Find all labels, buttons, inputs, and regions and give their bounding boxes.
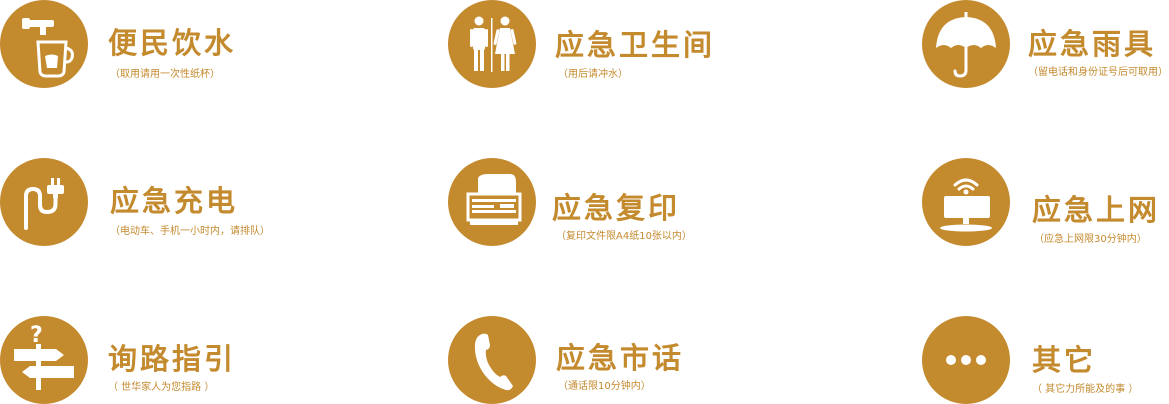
service-title: 应急上网: [1032, 193, 1161, 227]
telephone-icon: [448, 316, 536, 404]
signpost-question-icon: ?: [0, 316, 88, 404]
service-note: （留电话和身份证号后可取用）: [1028, 67, 1168, 78]
more-dots-icon: [922, 316, 1010, 404]
charging-plug-icon: [0, 158, 88, 246]
service-note: （取用请用一次性纸杯）: [110, 69, 220, 80]
faucet-cup-icon: [0, 0, 88, 88]
service-note: （复印文件限A4纸10张以内）: [556, 231, 692, 242]
umbrella-icon: [922, 0, 1010, 88]
service-title: 应急卫生间: [555, 28, 716, 62]
service-title: 应急复印: [552, 191, 681, 225]
service-title: 应急雨具: [1028, 27, 1157, 61]
service-note: （ 世华家人为您指路 ）: [108, 382, 215, 393]
service-title: 应急充电: [110, 184, 239, 218]
service-note: （通话限10分钟内）: [558, 381, 651, 392]
service-title: 询路指引: [108, 342, 237, 376]
service-title: 应急市话: [556, 341, 685, 375]
service-note: （用后请冲水）: [558, 69, 628, 80]
restroom-icon: [448, 0, 536, 88]
printer-icon: [448, 158, 536, 246]
service-note: （应急上网限30分钟内）: [1034, 234, 1147, 245]
wifi-monitor-icon: [922, 158, 1010, 246]
service-note: （电动车、手机一小时内，请排队）: [110, 226, 270, 237]
service-title: 便民饮水: [108, 26, 237, 60]
svg-text:?: ?: [30, 323, 43, 348]
service-title: 其它: [1032, 343, 1097, 377]
service-note: （ 其它力所能及的事 ）: [1032, 384, 1139, 395]
